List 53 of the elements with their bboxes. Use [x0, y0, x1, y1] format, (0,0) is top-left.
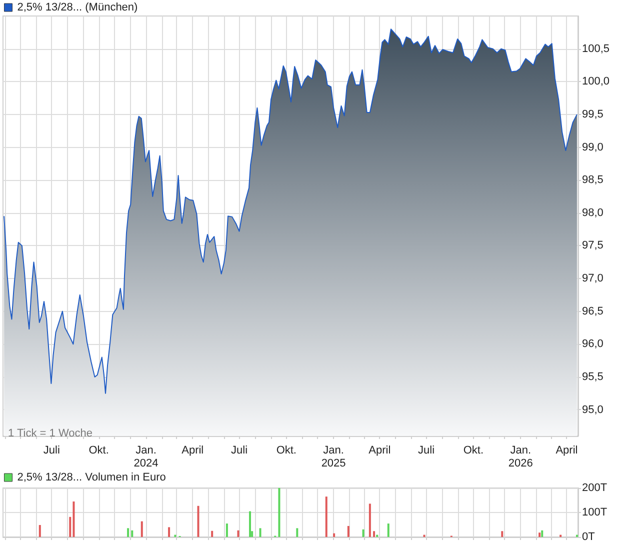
x-tick-label: Juli	[418, 444, 435, 456]
bar	[211, 530, 214, 537]
legend-label: 2,5% 13/28... Volumen in Euro	[17, 472, 166, 484]
x-tick-label: Juli	[43, 444, 60, 456]
y-tick-label: 100,0	[582, 76, 610, 88]
bar	[197, 506, 200, 537]
x-tick-label: Okt.	[276, 444, 296, 456]
legend-label: 2,5% 13/28... (München)	[17, 2, 138, 14]
bar	[226, 524, 228, 537]
bar	[501, 531, 504, 537]
y-tick-label: 99,5	[582, 108, 604, 120]
bar	[373, 531, 376, 537]
y-tick-label: 100,5	[582, 42, 610, 55]
y-tick-label: 96,0	[582, 338, 604, 350]
x-tick-label: Okt.	[88, 444, 109, 456]
bar	[259, 528, 262, 537]
bar	[368, 504, 371, 537]
bar	[72, 501, 75, 537]
y-tick-label: 98,5	[582, 174, 604, 186]
y-tick-label: 100T	[582, 506, 608, 518]
y-tick-label: 98,0	[582, 206, 604, 219]
x-tick-label: Jan. 2024	[134, 444, 158, 470]
bar	[325, 496, 328, 537]
x-tick-label: April	[556, 444, 578, 456]
annotation: 1 Tick = 1 Woche	[8, 428, 92, 440]
x-tick-label: April	[182, 444, 204, 456]
bar	[541, 530, 544, 537]
y-tick-label: 95,5	[582, 370, 604, 383]
y-tick-label: 97,0	[582, 272, 604, 284]
bar	[296, 528, 298, 537]
bar	[140, 521, 143, 537]
y-tick-label: 97,5	[582, 240, 604, 252]
y-tick-label: 95,0	[582, 404, 604, 416]
x-tick-label: Okt.	[463, 444, 484, 456]
x-tick-label: April	[368, 444, 391, 456]
bar	[237, 530, 240, 537]
bar	[168, 527, 170, 537]
bar	[347, 526, 350, 537]
bar	[333, 533, 336, 537]
x-tick-label: Juli	[230, 444, 248, 456]
y-tick-label: 99,0	[582, 141, 604, 154]
y-tick-label: 200T	[582, 482, 608, 494]
x-tick-label: Jan. 2026	[508, 444, 533, 470]
bar	[387, 524, 390, 537]
bar	[362, 529, 364, 537]
bar	[131, 530, 134, 537]
bar	[249, 511, 252, 537]
x-tick-label: Jan. 2025	[321, 444, 346, 470]
y-tick-label: 96,5	[582, 305, 604, 318]
bar	[538, 532, 541, 537]
y-tick-label: 0T	[582, 531, 596, 543]
bar	[38, 524, 41, 537]
bar	[278, 488, 280, 537]
